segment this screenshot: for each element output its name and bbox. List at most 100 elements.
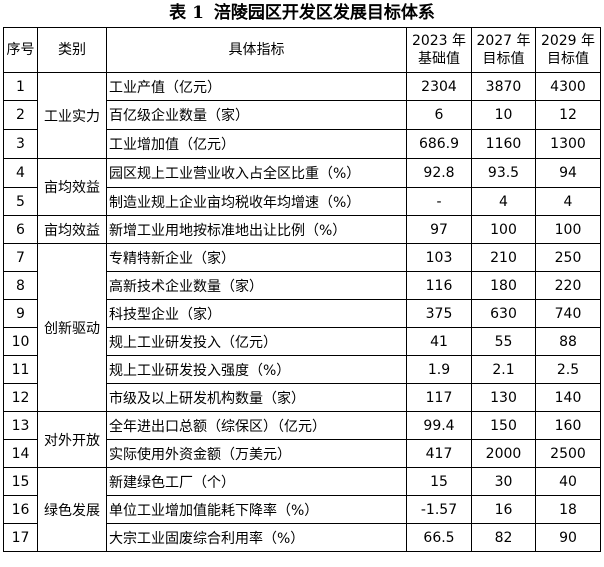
row-indicator: 市级及以上研发机构数量（家）: [106, 383, 407, 412]
row-2027: 630: [471, 299, 536, 328]
table-caption: 表 1 涪陵园区开发区发展目标体系: [0, 0, 604, 27]
category-cell: 亩均效益: [37, 158, 107, 216]
row-2029: 4: [535, 187, 601, 216]
row-2029: 160: [535, 411, 601, 440]
header-2027-sub: 目标值: [482, 51, 525, 67]
row-2029: 1300: [535, 129, 601, 159]
table-row: 9 科技型企业（家） 375 630 740: [3, 299, 601, 328]
row-2029: 18: [535, 495, 601, 524]
row-2029: 100: [535, 215, 601, 244]
row-2023: 117: [406, 383, 472, 412]
category-cell: 工业实力: [37, 72, 107, 159]
header-2029-year: 2029 年: [540, 33, 596, 49]
row-indicator: 实际使用外资金额（万美元）: [106, 439, 407, 468]
row-no: 15: [3, 467, 38, 496]
row-2027: 180: [471, 271, 536, 300]
row-2027: 16: [471, 495, 536, 524]
row-indicator: 大宗工业固废综合利用率（%）: [106, 523, 407, 552]
row-2023: 103: [406, 243, 472, 272]
row-indicator: 全年进出口总额（综保区）（亿元）: [106, 411, 407, 440]
row-2023: 116: [406, 271, 472, 300]
row-2023: 417: [406, 439, 472, 468]
row-2023: -1.57: [406, 495, 472, 524]
row-indicator: 规上工业研发投入强度（%）: [106, 355, 407, 384]
row-no: 1: [3, 72, 38, 101]
category-cell: 亩均效益: [37, 215, 107, 244]
row-2027: 1160: [471, 129, 536, 159]
row-no: 14: [3, 439, 38, 468]
table-row: 10 规上工业研发投入（亿元） 41 55 88: [3, 327, 601, 356]
row-2027: 2000: [471, 439, 536, 468]
row-2029: 88: [535, 327, 601, 356]
row-indicator: 制造业规上企业亩均税收年均增速（%）: [106, 187, 407, 216]
row-no: 2: [3, 100, 38, 130]
row-2023: 2304: [406, 72, 472, 101]
header-no: 序号: [3, 27, 38, 73]
row-indicator: 工业增加值（亿元）: [106, 129, 407, 159]
row-2029: 2500: [535, 439, 601, 468]
row-indicator: 百亿级企业数量（家）: [106, 100, 407, 130]
row-2027: 3870: [471, 72, 536, 101]
row-2023: 1.9: [406, 355, 472, 384]
table-row: 6 亩均效益 新增工业用地按标准地出让比例（%） 97 100 100: [3, 215, 601, 244]
category-cell: 创新驱动: [37, 243, 107, 412]
table-row: 7 创新驱动 专精特新企业（家） 103 210 250: [3, 243, 601, 412]
header-indicator: 具体指标: [106, 27, 407, 73]
row-indicator: 新建绿色工厂（个）: [106, 467, 407, 496]
caption-label: 表: [169, 3, 187, 23]
row-2023: -: [406, 187, 472, 216]
header-2023-year: 2023 年: [411, 33, 467, 49]
row-indicator: 专精特新企业（家）: [106, 243, 407, 272]
row-2027: 130: [471, 383, 536, 412]
row-no: 4: [3, 158, 38, 188]
row-2027: 150: [471, 411, 536, 440]
table-row: 2 百亿级企业数量（家） 6 10 12: [3, 100, 601, 130]
table-row: 1 工业实力 工业产值（亿元） 2304 3870 4300: [3, 72, 601, 159]
row-no: 13: [3, 411, 38, 440]
row-2023: 99.4: [406, 411, 472, 440]
row-no: 17: [3, 523, 38, 552]
row-no: 5: [3, 187, 38, 216]
row-2029: 4300: [535, 72, 601, 101]
row-2027: 82: [471, 523, 536, 552]
table-row: 5 制造业规上企业亩均税收年均增速（%） - 4 4: [3, 187, 601, 216]
row-indicator: 单位工业增加值能耗下降率（%）: [106, 495, 407, 524]
row-2023: 41: [406, 327, 472, 356]
row-2027: 100: [471, 215, 536, 244]
table-row: 4 亩均效益 园区规上工业营业收入占全区比重（%） 92.8 93.5 94: [3, 158, 601, 216]
row-indicator: 新增工业用地按标准地出让比例（%）: [106, 215, 407, 244]
row-indicator: 园区规上工业营业收入占全区比重（%）: [106, 158, 407, 188]
row-2023: 92.8: [406, 158, 472, 188]
row-2023: 15: [406, 467, 472, 496]
row-no: 6: [3, 215, 38, 244]
row-2027: 2.1: [471, 355, 536, 384]
row-no: 3: [3, 129, 38, 159]
header-category: 类别: [37, 27, 107, 73]
table-row: 14 实际使用外资金额（万美元） 417 2000 2500: [3, 439, 601, 468]
header-2027: 2027 年目标值: [471, 27, 536, 73]
row-no: 9: [3, 299, 38, 328]
row-2023: 686.9: [406, 129, 472, 159]
target-table: 序号 类别 具体指标 2023 年基础值 2027 年目标值 2029 年目标值…: [3, 27, 601, 552]
row-no: 10: [3, 327, 38, 356]
row-2029: 40: [535, 467, 601, 496]
row-2027: 55: [471, 327, 536, 356]
row-2027: 210: [471, 243, 536, 272]
header-2029-sub: 目标值: [547, 51, 589, 67]
caption-number: 1: [192, 3, 204, 23]
row-2023: 6: [406, 100, 472, 130]
row-2027: 30: [471, 467, 536, 496]
row-2029: 250: [535, 243, 601, 272]
row-indicator: 工业产值（亿元）: [106, 72, 407, 101]
header-2027-year: 2027 年: [476, 33, 531, 49]
row-2023: 66.5: [406, 523, 472, 552]
row-2023: 375: [406, 299, 472, 328]
row-2029: 12: [535, 100, 601, 130]
header-2029: 2029 年目标值: [535, 27, 601, 73]
category-cell: 绿色发展: [37, 467, 107, 552]
row-indicator: 科技型企业（家）: [106, 299, 407, 328]
row-no: 11: [3, 355, 38, 384]
table-row: 13 对外开放 全年进出口总额（综保区）（亿元） 99.4 150 160: [3, 411, 601, 468]
row-2027: 10: [471, 100, 536, 130]
header-2023: 2023 年基础值: [406, 27, 472, 73]
